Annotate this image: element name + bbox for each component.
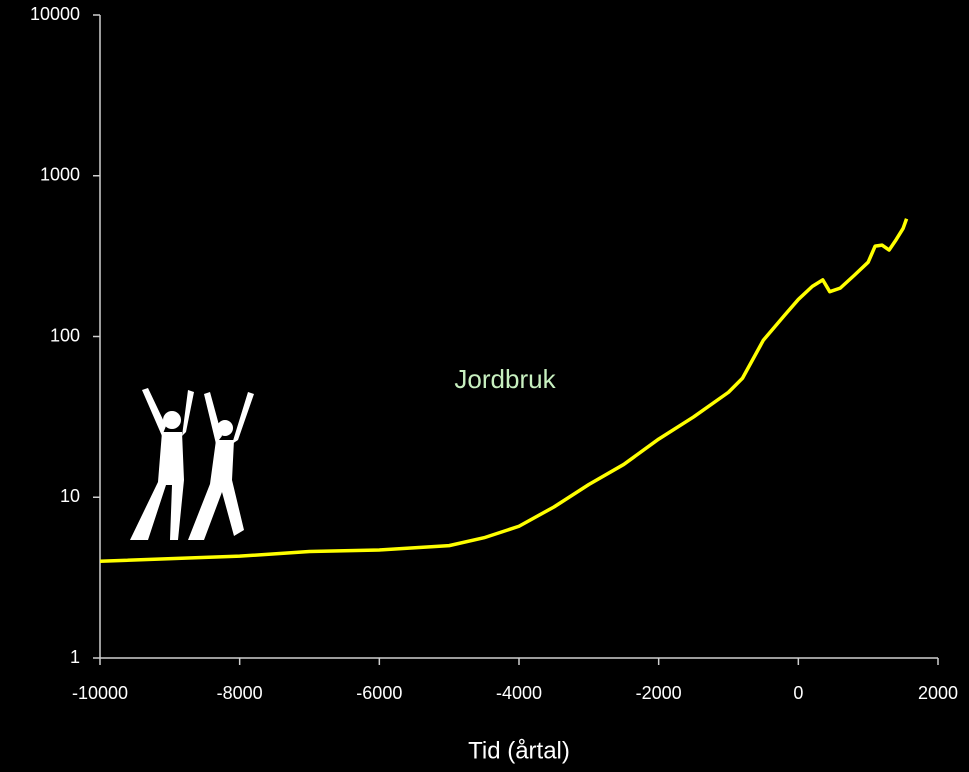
- y-tick-label: 100: [50, 325, 80, 345]
- x-tick-label: -6000: [356, 683, 402, 703]
- x-tick-label: -4000: [496, 683, 542, 703]
- page: Jordbruk Tid (årtal) 1 10 100 1000 10000 -100…: [0, 0, 969, 772]
- x-tick-label: -8000: [217, 683, 263, 703]
- x-tick-label: -10000: [72, 683, 128, 703]
- x-tick-label: -2000: [636, 683, 682, 703]
- chart: Jordbruk Tid (årtal) 1 10 100 1000 10000 -100…: [0, 0, 969, 772]
- x-tick-label: 2000: [918, 683, 958, 703]
- y-tick-label: 10: [60, 486, 80, 506]
- x-axis-title: Tid (årtal): [468, 737, 570, 764]
- y-tick-label: 1000: [40, 165, 80, 185]
- x-tick-label: 0: [793, 683, 803, 703]
- annotation: Jordbruk: [454, 364, 556, 394]
- y-tick-label: 1: [70, 647, 80, 667]
- y-tick-label: 10000: [30, 4, 80, 24]
